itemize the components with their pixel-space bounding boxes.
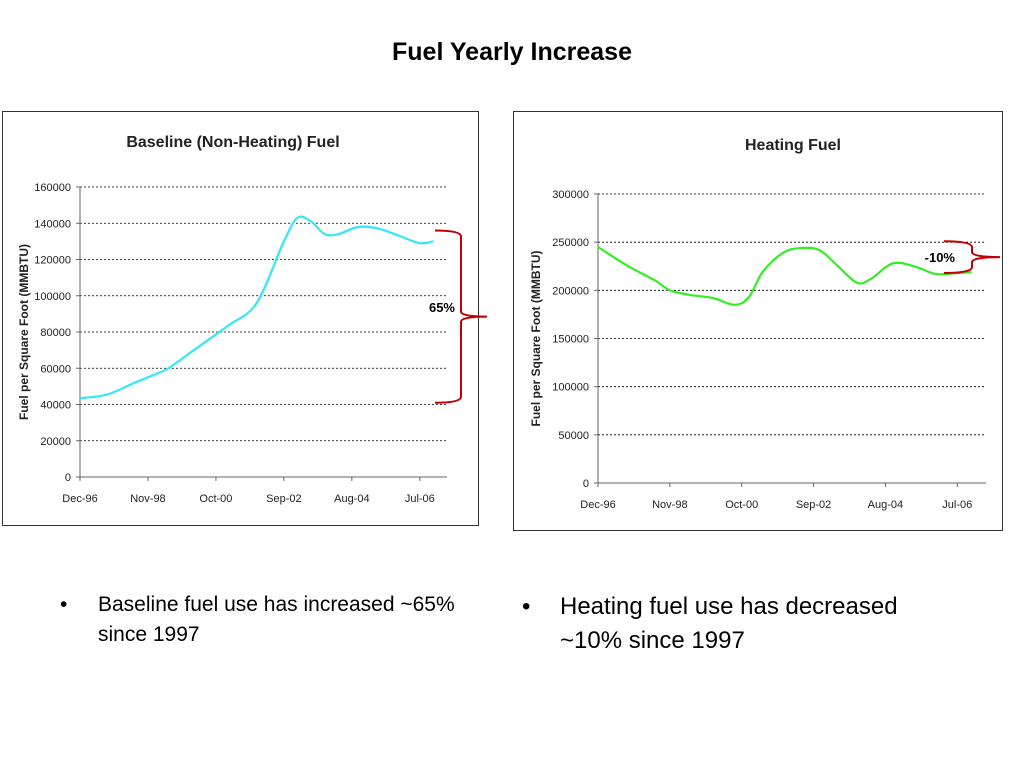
y-tick-label: 250000 [552, 237, 589, 249]
x-tick-label: Nov-98 [130, 493, 165, 505]
bullet-text-heating: Heating fuel use has decreased ~10% sinc… [560, 593, 898, 654]
y-tick-label: 150000 [552, 334, 589, 346]
series-line [79, 215, 434, 400]
y-tick-label: 0 [583, 478, 589, 490]
y-tick-label: 50000 [558, 430, 589, 442]
annotation-label: -10% [925, 250, 956, 265]
x-tick-label: Oct-00 [199, 493, 232, 505]
y-tick-label: 120000 [34, 255, 71, 267]
x-tick-label: Nov-98 [652, 499, 687, 511]
chart-title: Baseline (Non-Heating) Fuel [126, 134, 339, 151]
slide-title: Fuel Yearly Increase [392, 38, 632, 66]
bullet-marker: • [60, 593, 68, 616]
bullet-text-baseline: Baseline fuel use has increased ~65% sin… [98, 593, 455, 646]
x-tick-label: Aug-04 [334, 493, 369, 505]
x-tick-label: Jul-06 [405, 493, 435, 505]
heating-fuel-chart: Heating Fuel 0 50000 100000 150000 200000 2500… [513, 111, 1003, 531]
series-line [597, 246, 972, 306]
baseline-fuel-plot: Baseline (Non-Heating) Fuel 0 20000 40000 60… [17, 134, 488, 505]
y-tick-label: 40000 [40, 400, 71, 412]
x-tick-label: Jul-06 [942, 499, 972, 511]
x-tick-label: Dec-96 [62, 493, 97, 505]
bullet-item-baseline: • Baseline fuel use has increased ~65% s… [60, 590, 480, 650]
chart-title: Heating Fuel [745, 137, 841, 154]
y-tick-label: 100000 [34, 291, 71, 303]
y-axis-label: Fuel per Square Foot (MMBTU) [529, 251, 543, 427]
x-tick-label: Oct-00 [725, 499, 758, 511]
annotation-bracket [434, 229, 488, 404]
y-tick-label: 140000 [34, 218, 71, 230]
bullet-marker: • [522, 593, 531, 620]
annotation-bracket [943, 240, 1001, 274]
heating-fuel-plot: Heating Fuel 0 50000 100000 150000 200000 2500… [529, 137, 1001, 511]
bullet-item-heating: • Heating fuel use has decreased ~10% si… [522, 590, 962, 658]
baseline-fuel-chart: Baseline (Non-Heating) Fuel 0 20000 40000 60… [2, 111, 488, 526]
y-tick-label: 80000 [40, 327, 71, 339]
y-axis-label: Fuel per Square Foot (MMBTU) [17, 244, 31, 420]
y-tick-label: 0 [65, 472, 71, 484]
y-tick-label: 20000 [40, 436, 71, 448]
bullet-list-right: • Heating fuel use has decreased ~10% si… [522, 590, 962, 658]
x-tick-label: Aug-04 [868, 499, 903, 511]
x-tick-label: Sep-02 [796, 499, 831, 511]
x-tick-label: Sep-02 [266, 493, 301, 505]
y-tick-label: 60000 [40, 363, 71, 375]
annotation-label: 65% [429, 300, 455, 315]
bullet-list-left: • Baseline fuel use has increased ~65% s… [60, 590, 480, 650]
y-tick-label: 300000 [552, 189, 589, 201]
y-tick-label: 160000 [34, 182, 71, 194]
x-tick-label: Dec-96 [580, 499, 615, 511]
y-tick-label: 100000 [552, 382, 589, 394]
y-tick-label: 200000 [552, 285, 589, 297]
